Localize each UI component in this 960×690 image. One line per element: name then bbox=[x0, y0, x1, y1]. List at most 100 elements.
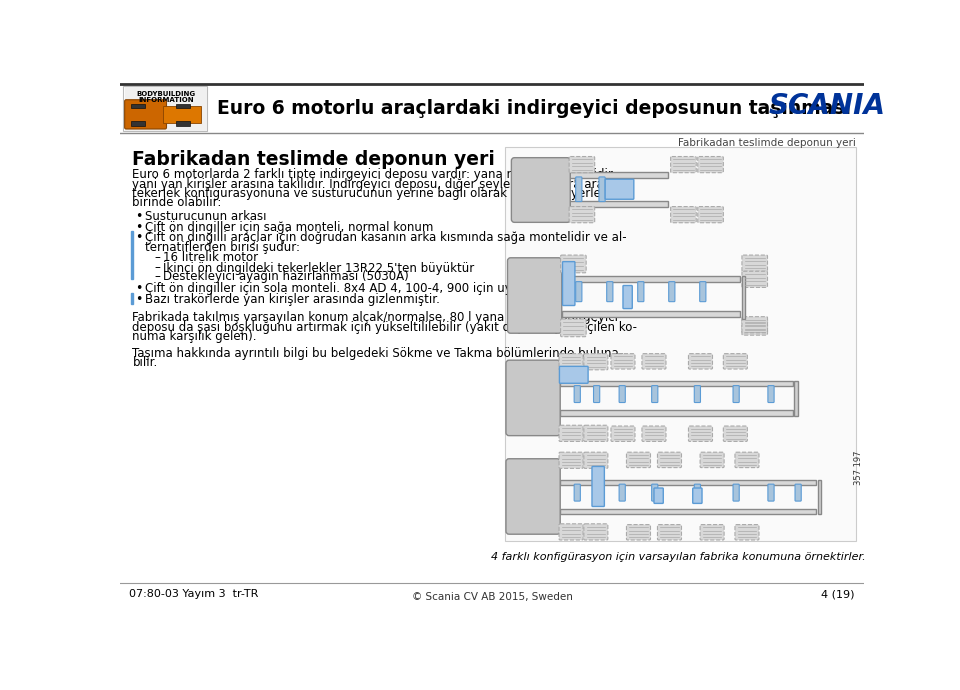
Bar bbox=[561, 509, 816, 514]
Text: •: • bbox=[135, 282, 143, 295]
FancyBboxPatch shape bbox=[574, 386, 581, 402]
FancyBboxPatch shape bbox=[560, 366, 588, 383]
Text: –: – bbox=[155, 251, 160, 264]
Bar bbox=[561, 411, 793, 415]
FancyBboxPatch shape bbox=[599, 177, 605, 201]
Bar bbox=[561, 381, 793, 386]
Text: •: • bbox=[135, 231, 143, 244]
Bar bbox=[505, 147, 856, 541]
FancyBboxPatch shape bbox=[671, 157, 696, 172]
Text: 357 197: 357 197 bbox=[854, 451, 863, 485]
FancyBboxPatch shape bbox=[561, 255, 587, 273]
FancyBboxPatch shape bbox=[512, 158, 570, 222]
FancyBboxPatch shape bbox=[768, 386, 774, 402]
FancyBboxPatch shape bbox=[576, 282, 582, 302]
FancyBboxPatch shape bbox=[658, 524, 682, 540]
FancyBboxPatch shape bbox=[559, 354, 583, 370]
FancyBboxPatch shape bbox=[669, 282, 675, 302]
FancyBboxPatch shape bbox=[584, 354, 608, 370]
Text: 16 litrelik motor: 16 litrelik motor bbox=[163, 251, 258, 264]
FancyBboxPatch shape bbox=[561, 319, 587, 337]
Text: Fabrikadan teslimde deponun yeri: Fabrikadan teslimde deponun yeri bbox=[132, 150, 495, 169]
Text: Destekleyici ayağın hazırlanması (5030A): Destekleyici ayağın hazırlanması (5030A) bbox=[163, 270, 409, 283]
FancyBboxPatch shape bbox=[694, 484, 701, 501]
FancyBboxPatch shape bbox=[569, 157, 594, 172]
FancyBboxPatch shape bbox=[654, 488, 663, 504]
Text: •: • bbox=[135, 210, 143, 223]
Bar bbox=[561, 480, 816, 485]
FancyBboxPatch shape bbox=[508, 258, 562, 333]
Text: Çift ön dingilli araçlar için doğrudan kasanın arka kısmında sağa montelidir ve : Çift ön dingilli araçlar için doğrudan k… bbox=[145, 231, 627, 244]
Text: numa karşılık gelen).: numa karşılık gelen). bbox=[132, 330, 257, 343]
Bar bbox=[176, 104, 190, 108]
FancyBboxPatch shape bbox=[559, 452, 583, 469]
FancyBboxPatch shape bbox=[584, 425, 608, 442]
Text: bilir.: bilir. bbox=[132, 356, 157, 369]
Text: Fabrikadan teslimde deponun yeri: Fabrikadan teslimde deponun yeri bbox=[679, 138, 856, 148]
FancyBboxPatch shape bbox=[733, 484, 739, 501]
Text: birinde olabilir:: birinde olabilir: bbox=[132, 196, 222, 209]
Text: deposu da şasi boşkluğunu artırmak için yükseltililebilir (yakıt deposu için seç: deposu da şasi boşkluğunu artırmak için … bbox=[132, 321, 637, 334]
FancyBboxPatch shape bbox=[700, 524, 724, 540]
FancyBboxPatch shape bbox=[584, 524, 608, 540]
FancyBboxPatch shape bbox=[627, 452, 651, 468]
FancyBboxPatch shape bbox=[506, 459, 561, 534]
Text: Susturucunun arkası: Susturucunun arkası bbox=[145, 210, 266, 223]
FancyBboxPatch shape bbox=[627, 524, 651, 540]
FancyBboxPatch shape bbox=[671, 206, 696, 223]
FancyBboxPatch shape bbox=[611, 426, 635, 442]
FancyBboxPatch shape bbox=[742, 271, 767, 288]
FancyBboxPatch shape bbox=[642, 426, 666, 442]
Text: yani yan kirişler arasına takılıdır. İndirgeyici deposu, diğer şeylerin yanı sır: yani yan kirişler arasına takılıdır. İnd… bbox=[132, 177, 621, 192]
Bar bbox=[125, 88, 206, 130]
Text: 4 (19): 4 (19) bbox=[821, 589, 854, 600]
Text: •: • bbox=[135, 293, 143, 306]
FancyBboxPatch shape bbox=[694, 386, 701, 402]
Text: Taşıma hakkında ayrıntılı bilgi bu belgedeki Sökme ve Takma bölümlerinde buluna-: Taşıma hakkında ayrıntılı bilgi bu belge… bbox=[132, 347, 624, 360]
FancyBboxPatch shape bbox=[652, 386, 658, 402]
Text: tekerlek konfigürasyonuna ve susturucunun yerine bağlı olarak aşağıdaki yerlerde: tekerlek konfigürasyonuna ve susturucunu… bbox=[132, 187, 628, 199]
Text: Euro 6 motorlarda 2 farklı tipte indirgeyici deposu vardır: yana monteli ve gizl: Euro 6 motorlarda 2 farklı tipte indirge… bbox=[132, 168, 617, 181]
Bar bbox=[794, 381, 798, 415]
Bar bbox=[131, 121, 145, 126]
FancyBboxPatch shape bbox=[563, 262, 575, 306]
Bar bbox=[131, 293, 133, 304]
FancyBboxPatch shape bbox=[611, 354, 635, 369]
FancyBboxPatch shape bbox=[559, 425, 583, 442]
Text: Fabrikada takılmış varsayılan konum alçak/normalse, 80 l yana monteli indirgeyic: Fabrikada takılmış varsayılan konum alça… bbox=[132, 311, 618, 324]
Text: •: • bbox=[135, 221, 143, 234]
Bar bbox=[123, 86, 206, 130]
FancyBboxPatch shape bbox=[735, 452, 759, 468]
Text: © Scania CV AB 2015, Sweden: © Scania CV AB 2015, Sweden bbox=[412, 592, 572, 602]
FancyBboxPatch shape bbox=[593, 484, 600, 501]
FancyBboxPatch shape bbox=[742, 319, 767, 335]
Bar bbox=[131, 231, 133, 279]
FancyBboxPatch shape bbox=[125, 100, 166, 129]
Text: Çift ön dingiller için sağa monteli, normal konum: Çift ön dingiller için sağa monteli, nor… bbox=[145, 221, 433, 234]
Text: BODYBUILDING: BODYBUILDING bbox=[136, 91, 195, 97]
FancyBboxPatch shape bbox=[658, 452, 682, 468]
FancyBboxPatch shape bbox=[605, 179, 634, 199]
FancyBboxPatch shape bbox=[574, 484, 581, 501]
FancyBboxPatch shape bbox=[723, 354, 748, 369]
FancyBboxPatch shape bbox=[607, 282, 612, 302]
FancyBboxPatch shape bbox=[592, 466, 605, 506]
FancyBboxPatch shape bbox=[637, 282, 644, 302]
FancyBboxPatch shape bbox=[688, 354, 712, 369]
FancyBboxPatch shape bbox=[642, 354, 666, 369]
FancyBboxPatch shape bbox=[723, 426, 748, 442]
Text: Bazı trakörlerde yan kirişler arasında gizlenmiştir.: Bazı trakörlerde yan kirişler arasında g… bbox=[145, 293, 440, 306]
Text: Euro 6 motorlu araçlardaki indirgeyici deposunun taşınması: Euro 6 motorlu araçlardaki indirgeyici d… bbox=[217, 99, 851, 118]
FancyBboxPatch shape bbox=[733, 386, 739, 402]
Bar bbox=[131, 104, 145, 108]
FancyBboxPatch shape bbox=[559, 524, 583, 540]
Text: –: – bbox=[155, 261, 160, 274]
FancyBboxPatch shape bbox=[506, 360, 561, 435]
Text: SCANIA: SCANIA bbox=[768, 92, 885, 120]
Bar bbox=[562, 311, 740, 317]
Bar bbox=[567, 172, 668, 178]
Bar bbox=[818, 480, 822, 514]
Bar bbox=[562, 276, 740, 282]
FancyBboxPatch shape bbox=[652, 484, 658, 501]
FancyBboxPatch shape bbox=[584, 452, 608, 469]
